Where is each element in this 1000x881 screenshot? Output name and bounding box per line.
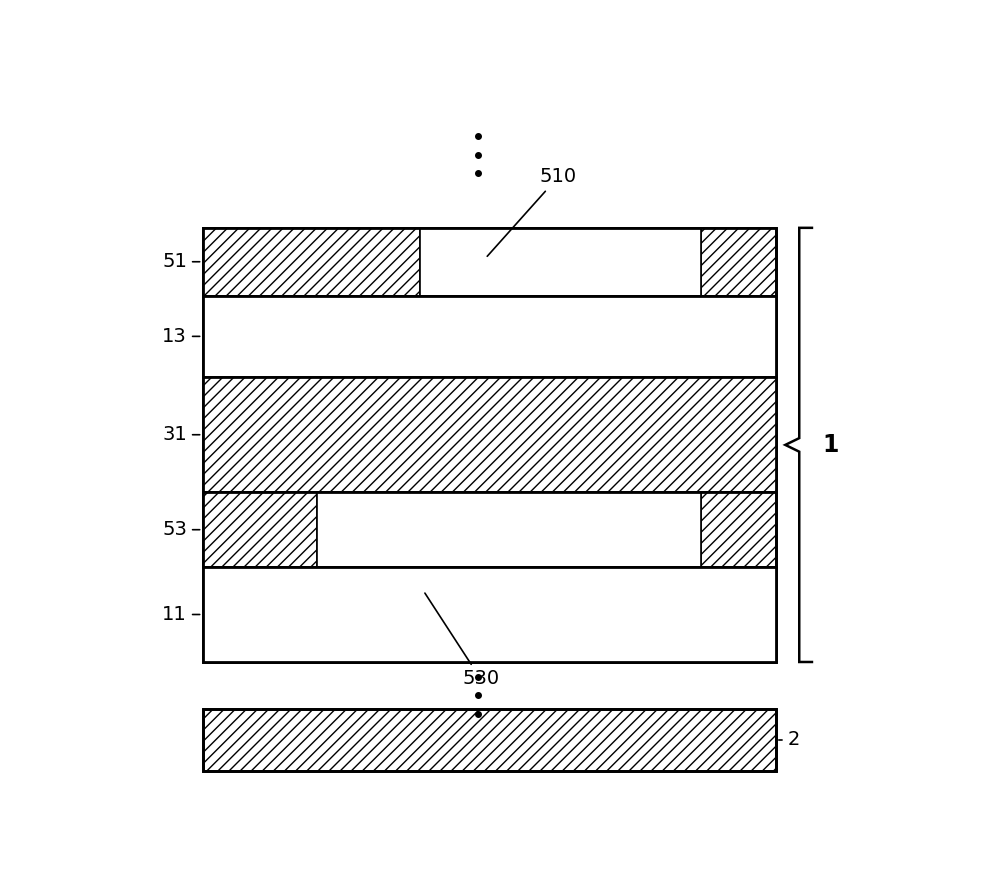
Bar bbox=[202, 567, 776, 662]
Bar bbox=[202, 228, 776, 662]
Bar bbox=[420, 228, 701, 296]
Text: 51: 51 bbox=[162, 252, 200, 271]
Bar bbox=[701, 228, 776, 296]
Bar bbox=[701, 492, 776, 567]
Bar bbox=[202, 296, 776, 377]
Text: 31: 31 bbox=[162, 426, 200, 444]
Text: 11: 11 bbox=[162, 605, 200, 624]
Text: 510: 510 bbox=[487, 167, 577, 256]
Bar bbox=[317, 492, 701, 567]
Text: 13: 13 bbox=[162, 327, 200, 346]
Bar bbox=[202, 228, 420, 296]
Text: 1: 1 bbox=[822, 433, 839, 457]
Text: 2: 2 bbox=[779, 730, 800, 750]
Text: 530: 530 bbox=[425, 593, 499, 688]
Bar bbox=[202, 492, 317, 567]
Bar bbox=[202, 492, 776, 567]
Bar bbox=[202, 228, 776, 296]
Bar bbox=[202, 377, 776, 492]
Bar bbox=[202, 709, 776, 771]
Text: 53: 53 bbox=[162, 520, 200, 539]
Bar bbox=[202, 709, 776, 771]
